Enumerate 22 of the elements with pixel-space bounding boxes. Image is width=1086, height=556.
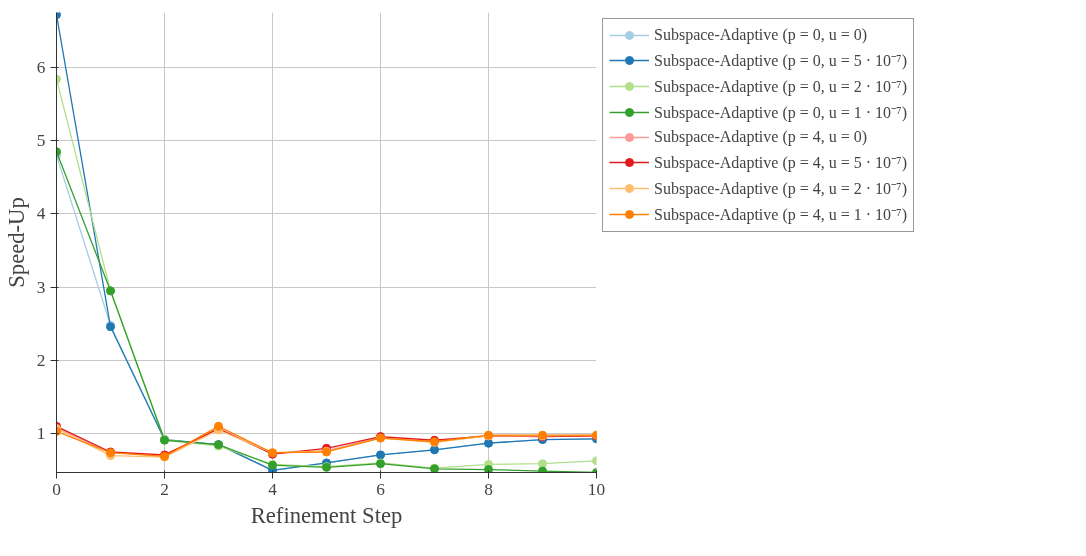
x-tick-label: 2	[160, 479, 169, 499]
y-tick-label: 4	[36, 204, 46, 224]
y-tick-label: 3	[36, 277, 46, 297]
legend-label: Subspace-Adaptive (p = 0, u = 5 · 10⁻⁷)	[654, 51, 908, 71]
x-tick-label: 4	[268, 479, 278, 499]
legend-label: Subspace-Adaptive (p = 4, u = 0)	[654, 128, 868, 146]
y-axis-title: Speed-Up	[3, 197, 29, 288]
x-tick-label: 8	[484, 479, 493, 499]
legend-label: Subspace-Adaptive (p = 4, u = 1 · 10⁻⁷)	[654, 205, 908, 225]
x-tick-label: 10	[587, 479, 606, 499]
y-tick-label: 5	[36, 131, 46, 151]
legend-label: Subspace-Adaptive (p = 0, u = 1 · 10⁻⁷)	[654, 103, 908, 123]
x-tick-label: 6	[376, 479, 386, 499]
y-tick-label: 1	[36, 424, 46, 444]
y-tick-label: 2	[36, 350, 46, 370]
x-tick-label: 0	[52, 479, 61, 499]
x-axis-title: Refinement Step	[250, 502, 403, 528]
legend-label: Subspace-Adaptive (p = 0, u = 2 · 10⁻⁷)	[654, 77, 908, 97]
legend-label: Subspace-Adaptive (p = 0, u = 0)	[654, 26, 868, 44]
y-tick-label: 6	[36, 57, 46, 77]
legend-label: Subspace-Adaptive (p = 4, u = 5 · 10⁻⁷)	[654, 153, 908, 173]
legend-label: Subspace-Adaptive (p = 4, u = 2 · 10⁻⁷)	[654, 179, 908, 199]
